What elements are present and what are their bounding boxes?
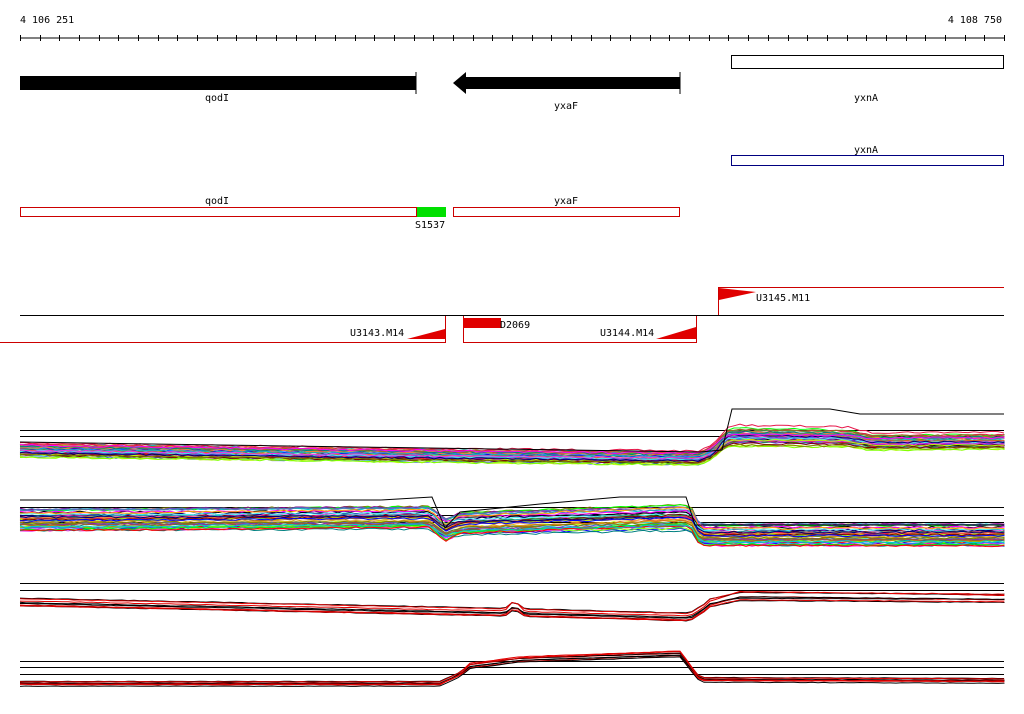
segment-D2069-box[interactable] [463, 318, 501, 328]
feature-yxnA-blue-box[interactable] [731, 155, 1004, 166]
expression-profile [19, 516, 1005, 538]
expression-panel-1 [19, 408, 1005, 466]
end-coordinate: 4 108 750 [948, 15, 1002, 26]
gene-yxnA-label: yxnA [854, 93, 878, 104]
feature-S1537[interactable]: S1537 [415, 207, 446, 231]
expression-profile [19, 523, 1005, 544]
expression-profile [19, 444, 1005, 466]
transcript-track: qodI S1537 yxaF [20, 196, 680, 231]
start-coordinate: 4 106 251 [20, 15, 74, 26]
segment-D2069-label: D2069 [500, 320, 530, 331]
expression-profile [19, 654, 1005, 684]
expression-profile [19, 443, 1005, 464]
expression-panel-2 [19, 496, 1005, 548]
expression-panel-4 [19, 650, 1005, 687]
segment-U3143[interactable]: U3143.M14 [0, 316, 446, 343]
gene-yxaF-arrow[interactable] [453, 72, 680, 94]
segment-U3145-marker [719, 288, 756, 300]
feature-yxnA-blue-label: yxnA [854, 145, 878, 156]
gene-qodI-label: qodI [205, 93, 229, 104]
expression-profile [20, 496, 1004, 529]
transcript-qodI-box[interactable] [20, 207, 417, 217]
expression-profile [19, 433, 1005, 455]
segment-U3143-label: U3143.M14 [350, 328, 404, 339]
gene-yxnA-box[interactable] [731, 55, 1004, 69]
expression-profile [19, 591, 1005, 615]
coordinate-ruler [20, 35, 1005, 41]
expression-profile [20, 599, 1005, 622]
ruler-ticks [20, 35, 1005, 41]
segment-U3144-label: U3144.M14 [600, 328, 654, 339]
transcript-yxaF[interactable]: yxaF [453, 196, 680, 217]
expression-profile [19, 520, 1005, 540]
gene-yxaF-label: yxaF [554, 101, 578, 112]
expression-panel-3 [19, 583, 1005, 622]
expression-profile [19, 506, 1005, 530]
expression-profile [19, 596, 1005, 619]
expression-profile [19, 514, 1005, 534]
expression-profile [19, 433, 1005, 463]
transcript-qodI-label: qodI [205, 196, 229, 207]
expression-profile [19, 439, 1005, 460]
feature-S1537-label: S1537 [415, 220, 445, 231]
transcript-yxaF-box[interactable] [453, 207, 680, 217]
expression-profile [19, 651, 1005, 685]
expression-profile [19, 590, 1005, 617]
expression-profile [19, 599, 1005, 622]
segment-U3143-marker [407, 329, 445, 339]
expression-profile [19, 408, 1004, 453]
transcript-yxaF-label: yxaF [554, 196, 578, 207]
segment-U3144[interactable]: U3144.M14 [463, 316, 697, 343]
expression-profile [19, 430, 1005, 456]
transcript-qodI[interactable]: qodI [20, 196, 417, 217]
gene-qodI[interactable]: qodI [20, 72, 417, 104]
expression-profile [19, 515, 1005, 535]
segment-U3145[interactable]: U3145.M11 [718, 287, 1004, 317]
gene-track: qodI yxaF yxnA yxnA [20, 55, 1004, 166]
feature-yxnA-blue[interactable]: yxnA [731, 145, 1004, 166]
feature-S1537-box[interactable] [417, 207, 446, 217]
gene-qodI-bar[interactable] [20, 76, 416, 90]
expression-profile [19, 511, 1005, 532]
gene-yxnA[interactable]: yxnA [731, 55, 1004, 105]
expression-profile [19, 650, 1005, 683]
gene-yxaF[interactable]: yxaF [453, 72, 681, 112]
segment-D2069[interactable]: D2069 [463, 316, 530, 342]
segment-U3144-marker [656, 327, 696, 339]
expression-profile [19, 524, 1005, 548]
segment-U3145-label: U3145.M11 [756, 293, 810, 304]
expression-profile [19, 656, 1005, 687]
segment-track: U3145.M11 U3143.M14 D2069 U3144.M14 [0, 287, 1004, 343]
